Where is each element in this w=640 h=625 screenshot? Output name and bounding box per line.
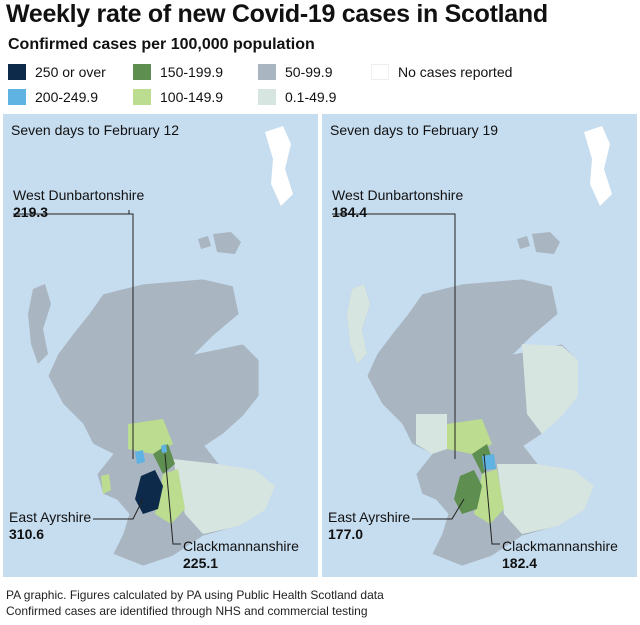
- map: [332, 125, 613, 567]
- annotation: Clackmannanshire 182.4: [502, 538, 618, 572]
- annotation: East Ayrshire 310.6: [9, 509, 91, 543]
- area-name: West Dunbartonshire: [332, 187, 464, 203]
- footer-line: Confirmed cases are identified through N…: [6, 604, 368, 618]
- legend-item: 150-199.9: [133, 64, 223, 80]
- area-name: East Ayrshire: [328, 509, 411, 525]
- annotation: West Dunbartonshire 184.4: [332, 187, 463, 221]
- map: [13, 125, 294, 567]
- map-panel: Seven days to February 12 West Dunbarton…: [3, 114, 318, 577]
- annotation: West Dunbartonshire 219.3: [13, 187, 144, 221]
- area-value: 225.1: [183, 555, 219, 571]
- legend-label: 150-199.9: [160, 64, 224, 80]
- subtitle: Confirmed cases per 100,000 population: [8, 36, 315, 53]
- legend-label: 50-99.9: [285, 64, 333, 80]
- map-panel: Seven days to February 19 West Dunbarton…: [322, 114, 637, 577]
- legend-item: 200-249.9: [8, 89, 98, 105]
- area-value: 219.3: [13, 204, 49, 220]
- legend-item: No cases reported: [371, 64, 512, 80]
- annotation: Clackmannanshire 225.1: [183, 538, 299, 572]
- legend-label: No cases reported: [398, 64, 513, 80]
- annotation: East Ayrshire 177.0: [328, 509, 410, 543]
- legend-item: 250 or over: [8, 64, 106, 80]
- area-value: 184.4: [332, 204, 368, 220]
- legend-item: 100-149.9: [133, 89, 223, 105]
- legend-label: 250 or over: [35, 64, 106, 80]
- area-value: 182.4: [502, 555, 538, 571]
- area-value: 177.0: [328, 526, 364, 542]
- panel-title: Seven days to February 12: [11, 122, 180, 138]
- area-name: East Ayrshire: [9, 509, 92, 525]
- legend-label: 200-249.9: [35, 89, 99, 105]
- area-name: Clackmannanshire: [502, 538, 618, 554]
- footer-line: PA graphic. Figures calculated by PA usi…: [6, 588, 384, 602]
- area-name: West Dunbartonshire: [13, 187, 145, 203]
- legend-item: 0.1-49.9: [258, 89, 336, 105]
- legend-item: 50-99.9: [258, 64, 332, 80]
- area-name: Clackmannanshire: [183, 538, 299, 554]
- legend-label: 100-149.9: [160, 89, 224, 105]
- area-value: 310.6: [9, 526, 45, 542]
- legend-label: 0.1-49.9: [285, 89, 337, 105]
- title: Weekly rate of new Covid-19 cases in Sco…: [6, 0, 548, 28]
- panel-title: Seven days to February 19: [330, 122, 499, 138]
